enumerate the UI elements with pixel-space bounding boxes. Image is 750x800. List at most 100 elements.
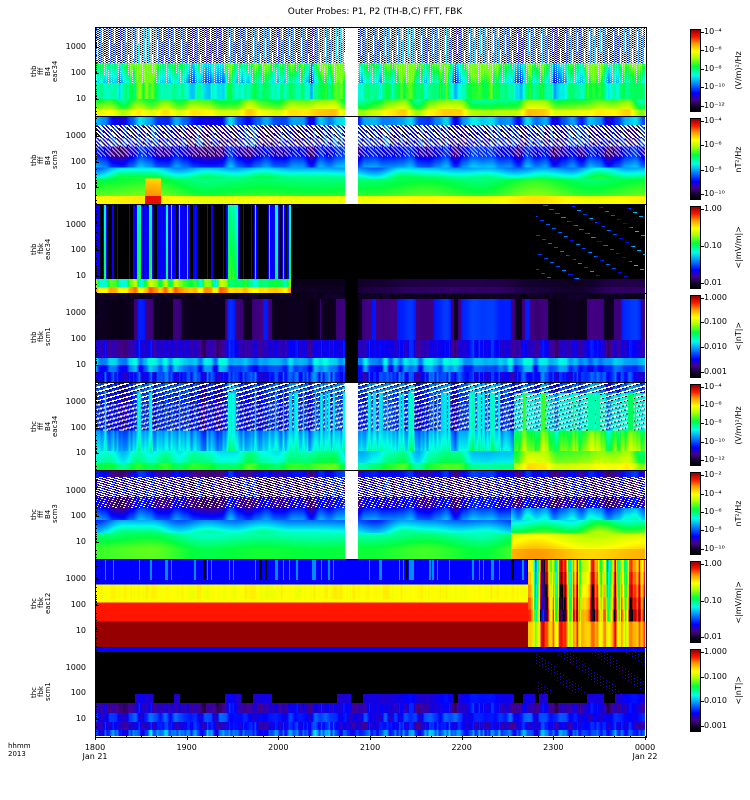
y-tick-mark bbox=[95, 516, 99, 518]
y-minor-tick bbox=[95, 603, 97, 605]
x-date-label: Jan 22 bbox=[632, 752, 658, 761]
colorbar-tick-label: 10⁻⁴ bbox=[704, 381, 722, 391]
y-minor-tick bbox=[95, 400, 97, 402]
y-minor-tick bbox=[95, 505, 97, 507]
y-minor-tick bbox=[95, 561, 97, 563]
y-minor-tick bbox=[95, 626, 97, 628]
y-minor-tick bbox=[95, 320, 97, 322]
y-minor-tick bbox=[95, 531, 97, 533]
y-minor-tick bbox=[95, 394, 97, 396]
y-minor-tick bbox=[95, 295, 97, 297]
y-tick-label: 10 bbox=[75, 271, 86, 281]
y-minor-tick bbox=[95, 617, 97, 619]
colorbar-tick-mark bbox=[701, 563, 704, 565]
colorbar-gradient bbox=[690, 472, 701, 555]
colorbar-tick-label: 10⁻¹⁰ bbox=[704, 189, 725, 199]
colorbar-tick-label: 10⁻⁶ bbox=[704, 45, 722, 55]
x-tick-mark bbox=[461, 736, 463, 740]
y-tick-mark bbox=[95, 250, 99, 252]
colorbar-gradient bbox=[690, 560, 701, 644]
y-minor-tick bbox=[95, 642, 97, 644]
y-minor-tick bbox=[95, 692, 97, 694]
x-minor-tick bbox=[492, 736, 494, 738]
colorbar-tick-label: 10⁻⁴ bbox=[704, 115, 722, 125]
y-minor-tick bbox=[95, 268, 97, 270]
y-minor-tick bbox=[95, 508, 97, 510]
y-minor-tick bbox=[95, 419, 97, 421]
y-minor-tick bbox=[95, 399, 97, 401]
colorbar-unit-label: (V/m)²/Hz bbox=[734, 51, 743, 90]
colorbar-tick-label: 10⁻¹⁰ bbox=[704, 436, 725, 446]
spectrogram-canvas-thc-fbk-scm1 bbox=[95, 647, 645, 736]
y-minor-tick bbox=[95, 539, 97, 541]
panel-separator bbox=[95, 381, 647, 383]
y-minor-tick bbox=[95, 502, 97, 504]
y-minor-tick bbox=[95, 258, 97, 260]
y-tick-mark bbox=[95, 73, 99, 75]
colorbar-tick-label: 10⁻⁸ bbox=[704, 164, 722, 174]
colorbar-cb-efield-psd-2 bbox=[690, 383, 701, 467]
y-minor-tick bbox=[95, 33, 97, 35]
y-minor-tick bbox=[95, 472, 97, 474]
colorbar-tick-label: 10⁻⁸ bbox=[704, 63, 722, 73]
y-minor-tick bbox=[95, 450, 97, 452]
colorbar-tick-mark bbox=[701, 282, 704, 284]
y-minor-tick bbox=[95, 160, 97, 162]
x-minor-tick bbox=[476, 736, 478, 738]
y-tick-label: 1000 bbox=[65, 396, 86, 406]
x-minor-tick bbox=[583, 736, 585, 738]
page-title: Outer Probes: P1, P2 (TH-B,C) FFT, FBK bbox=[287, 7, 463, 17]
y-minor-tick bbox=[95, 628, 97, 630]
panel-separator bbox=[95, 204, 647, 206]
y-minor-tick bbox=[95, 62, 97, 64]
y-minor-tick bbox=[95, 325, 97, 327]
spectrogram-panel-thc-fbk-scm1 bbox=[95, 647, 645, 736]
x-axis-corner-label: hhmm 2013 bbox=[8, 742, 31, 758]
x-minor-tick bbox=[599, 736, 601, 738]
y-minor-tick bbox=[95, 151, 97, 153]
y-minor-tick bbox=[95, 223, 97, 225]
y-minor-tick bbox=[95, 421, 97, 423]
colorbar-tick-mark bbox=[701, 346, 704, 348]
colorbar-tick-mark bbox=[701, 145, 704, 147]
x-minor-tick bbox=[140, 736, 142, 738]
y-minor-tick bbox=[95, 597, 97, 599]
colorbar-unit-label: <|mV/m|> bbox=[734, 226, 743, 269]
x-minor-tick bbox=[232, 736, 234, 738]
y-minor-tick bbox=[95, 195, 97, 197]
x-tick-mark bbox=[95, 736, 96, 740]
y-minor-tick bbox=[95, 409, 97, 411]
spectrogram-panel-thc-fbk-eac12 bbox=[95, 558, 645, 648]
y-tick-label: 100 bbox=[70, 511, 86, 521]
y-minor-tick bbox=[95, 91, 97, 93]
y-minor-tick bbox=[95, 288, 97, 290]
y-minor-tick bbox=[95, 309, 97, 311]
y-tick-mark bbox=[95, 490, 99, 492]
colorbar-tick-mark bbox=[701, 386, 704, 388]
y-minor-tick bbox=[95, 629, 97, 631]
y-tick-mark bbox=[95, 313, 99, 315]
colorbar-cb-efield-amp-1 bbox=[690, 206, 701, 289]
colorbar-tick-label: 0.001 bbox=[704, 366, 727, 376]
colorbar-tick-mark bbox=[701, 701, 704, 703]
y-minor-tick bbox=[95, 537, 97, 539]
y-minor-tick bbox=[95, 388, 97, 390]
x-minor-tick bbox=[217, 736, 219, 738]
y-minor-tick bbox=[95, 362, 97, 364]
y-tick-label: 1000 bbox=[65, 574, 86, 584]
y-minor-tick bbox=[95, 246, 97, 248]
y-minor-tick bbox=[95, 417, 97, 419]
y-minor-tick bbox=[95, 575, 97, 577]
x-tick-label: 2200 bbox=[451, 743, 472, 752]
y-minor-tick bbox=[95, 414, 97, 416]
y-tick-label: 100 bbox=[70, 333, 86, 343]
colorbar-cb-bfield-psd-2 bbox=[690, 472, 701, 555]
y-minor-tick bbox=[95, 573, 97, 575]
x-minor-tick bbox=[201, 736, 203, 738]
y-minor-tick bbox=[95, 312, 97, 314]
y-minor-tick bbox=[95, 143, 97, 145]
y-minor-tick bbox=[95, 534, 97, 536]
y-minor-tick bbox=[95, 443, 97, 445]
y-minor-tick bbox=[95, 571, 97, 573]
